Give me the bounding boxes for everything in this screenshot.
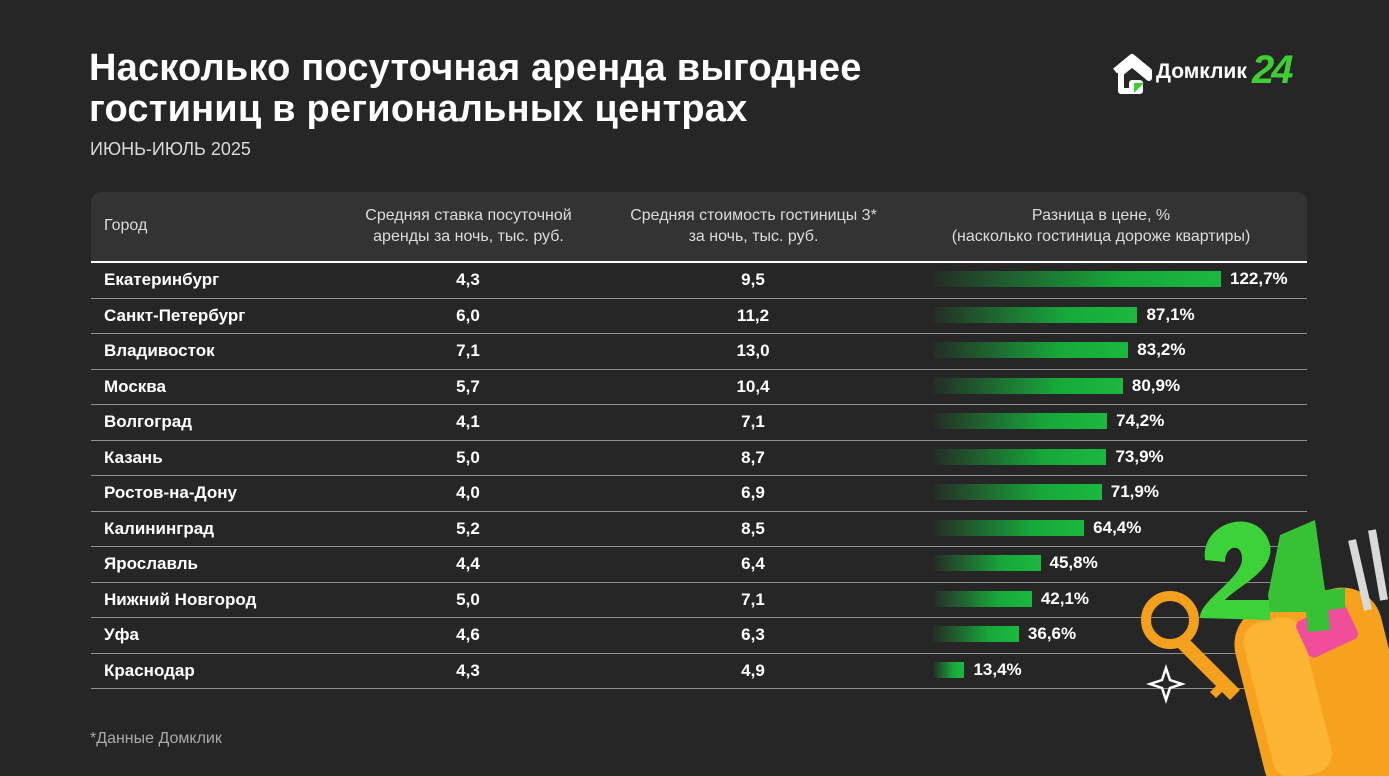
sparkle-icon <box>1146 664 1186 704</box>
green-24-illustration <box>1200 520 1345 632</box>
table-row: Ярославль 4,4 6,4 45,8% <box>91 547 1307 583</box>
title-line-2: гостиниц в региональных центрах <box>89 88 748 130</box>
hotel-cell: 8,5 <box>741 518 765 538</box>
diff-label: 13,4% <box>973 659 1022 679</box>
period-subtitle: ИЮНЬ-ИЮЛЬ 2025 <box>90 139 251 159</box>
diff-bar <box>933 484 1102 500</box>
city-cell: Краснодар <box>104 660 195 680</box>
city-cell: Москва <box>104 376 166 396</box>
city-cell: Владивосток <box>104 341 215 360</box>
rent-cell: 6,0 <box>456 305 480 325</box>
header-rent: Средняя ставка посуточной аренды за ночь… <box>321 205 616 247</box>
logo-text: Домклик <box>1156 60 1247 83</box>
table-row: Уфа 4,6 6,3 36,6% <box>91 618 1307 654</box>
diff-bar <box>933 626 1019 642</box>
rent-cell: 4,6 <box>456 625 480 644</box>
comparison-table: Город Средняя ставка посуточной аренды з… <box>91 192 1307 689</box>
diff-label: 74,2% <box>1116 411 1165 430</box>
rent-cell: 5,0 <box>456 447 480 467</box>
suitcase-illustration <box>1234 529 1389 776</box>
hotel-cell: 8,7 <box>741 447 765 467</box>
diff-label: 42,1% <box>1040 588 1090 608</box>
diff-bar <box>933 519 1085 536</box>
table-body: Екатеринбург 4,3 9,5 122,7% Санкт-Петербург 6… <box>91 263 1307 689</box>
diff-label: 71,9% <box>1110 482 1159 501</box>
header-rent-line-1: Средняя ставка посуточной <box>365 207 572 224</box>
hotel-cell: 7,1 <box>741 412 765 431</box>
city-cell: Казань <box>104 447 163 467</box>
city-cell: Санкт-Петербург <box>104 305 246 325</box>
city-cell: Нижний Новгород <box>104 589 257 609</box>
rent-cell: 5,0 <box>456 589 480 609</box>
header-city: Город <box>104 217 148 234</box>
table-row: Нижний Новгород 5,0 7,1 42,1% <box>91 583 1307 618</box>
diff-bar <box>933 555 1041 571</box>
diff-bar <box>933 413 1108 429</box>
diff-label: 64,4% <box>1093 517 1142 537</box>
header-rent-line-2: аренды за ночь, тыс. руб. <box>373 228 564 245</box>
diff-label: 45,8% <box>1049 553 1098 572</box>
hotel-cell: 6,9 <box>741 483 765 502</box>
diff-label: 80,9% <box>1131 375 1181 395</box>
rent-cell: 4,1 <box>456 412 480 431</box>
diff-bar <box>933 342 1129 358</box>
table-row: Владивосток 7,1 13,0 83,2% <box>91 334 1307 370</box>
hotel-cell: 4,9 <box>741 660 765 680</box>
table-row: Краснодар 4,3 4,9 13,4% <box>91 654 1307 689</box>
table-row: Казань 5,0 8,7 73,9% <box>91 441 1307 476</box>
hotel-cell: 9,5 <box>741 270 765 289</box>
rent-cell: 4,3 <box>456 270 480 289</box>
city-cell: Волгоград <box>104 412 192 431</box>
city-cell: Ростов-на-Дону <box>104 483 237 502</box>
hotel-cell: 13,0 <box>736 341 770 360</box>
table-row: Калининград 5,2 8,5 64,4% <box>91 512 1307 547</box>
diff-bar <box>933 448 1107 465</box>
header-hotel-line-2: за ночь, тыс. руб. <box>688 228 819 245</box>
diff-bar <box>933 661 965 678</box>
diff-label: 73,9% <box>1115 446 1164 466</box>
domclick-logo: Домклик 24 <box>1112 48 1312 96</box>
diff-bar <box>933 271 1221 287</box>
diff-bar <box>933 590 1032 607</box>
header-hotel: Средняя стоимость гостиницы 3* за ночь, … <box>606 205 901 247</box>
footnote: *Данные Домклик <box>90 730 222 747</box>
rent-cell: 4,3 <box>456 660 480 680</box>
city-cell: Калининград <box>104 518 214 538</box>
city-cell: Екатеринбург <box>104 270 220 289</box>
table-row: Санкт-Петербург 6,0 11,2 87,1% <box>91 299 1307 334</box>
hotel-cell: 10,4 <box>736 376 770 396</box>
table-header: Город Средняя ставка посуточной аренды з… <box>91 192 1307 263</box>
header-diff-line-2: (насколько гостиница дороже квартиры) <box>951 228 1251 245</box>
rent-cell: 4,0 <box>456 483 480 502</box>
table-row: Екатеринбург 4,3 9,5 122,7% <box>91 263 1307 299</box>
city-cell: Уфа <box>104 625 139 644</box>
diff-bar <box>933 377 1123 394</box>
hotel-cell: 6,3 <box>741 625 765 644</box>
mascot-illustration <box>1141 520 1389 776</box>
hotel-cell: 11,2 <box>736 305 770 325</box>
header-diff-line-1: Разница в цене, % <box>1031 207 1171 224</box>
diff-label: 36,6% <box>1027 624 1077 643</box>
diff-label: 87,1% <box>1146 304 1195 324</box>
rent-cell: 7,1 <box>456 341 480 360</box>
house-icon <box>1113 54 1152 94</box>
table-row: Москва 5,7 10,4 80,9% <box>91 370 1307 405</box>
diff-label: 83,2% <box>1137 340 1186 359</box>
header-diff: Разница в цене, % (насколько гостиница д… <box>911 205 1291 247</box>
table-row: Ростов-на-Дону 4,0 6,9 71,9% <box>91 476 1307 512</box>
diff-bar <box>933 306 1138 323</box>
rent-cell: 5,2 <box>456 518 480 538</box>
hotel-cell: 7,1 <box>741 589 765 609</box>
city-cell: Ярославль <box>104 554 198 573</box>
table-row: Волгоград 4,1 7,1 74,2% <box>91 405 1307 441</box>
header-hotel-line-1: Средняя стоимость гостиницы 3* <box>630 207 877 224</box>
diff-label: 122,7% <box>1230 269 1288 288</box>
logo-24-badge: 24 <box>1252 48 1293 92</box>
title-line-1: Насколько посуточная аренда выгоднее <box>89 47 862 89</box>
rent-cell: 5,7 <box>456 376 480 396</box>
rent-cell: 4,4 <box>456 554 480 573</box>
hotel-cell: 6,4 <box>741 554 765 573</box>
page-title: Насколько посуточная аренда выгоднее гос… <box>89 48 862 130</box>
key-illustration <box>1141 591 1240 700</box>
